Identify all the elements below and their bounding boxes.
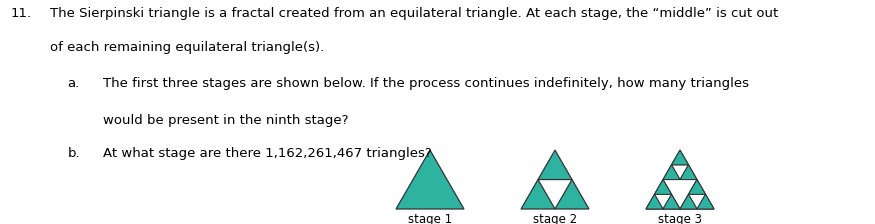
Polygon shape xyxy=(680,194,697,209)
Polygon shape xyxy=(689,194,705,209)
Text: 11.: 11. xyxy=(10,7,31,20)
Polygon shape xyxy=(671,150,689,165)
Polygon shape xyxy=(680,165,697,180)
Polygon shape xyxy=(646,194,663,209)
Polygon shape xyxy=(521,150,589,209)
Polygon shape xyxy=(654,194,671,209)
Text: a.: a. xyxy=(67,77,80,90)
Polygon shape xyxy=(680,180,714,209)
Text: At what stage are there 1,162,261,467 triangles?: At what stage are there 1,162,261,467 tr… xyxy=(103,147,432,160)
Text: stage 2: stage 2 xyxy=(533,213,578,224)
Polygon shape xyxy=(396,150,464,209)
Text: of each remaining equilateral triangle(s).: of each remaining equilateral triangle(s… xyxy=(50,41,324,54)
Text: The Sierpinski triangle is a fractal created from an equilateral triangle. At ea: The Sierpinski triangle is a fractal cre… xyxy=(50,7,778,20)
Polygon shape xyxy=(654,180,671,194)
Text: would be present in the ninth stage?: would be present in the ninth stage? xyxy=(103,114,349,127)
Polygon shape xyxy=(663,180,697,209)
Polygon shape xyxy=(663,150,697,180)
Polygon shape xyxy=(689,180,705,194)
Text: The first three stages are shown below. If the process continues indefinitely, h: The first three stages are shown below. … xyxy=(103,77,749,90)
Text: stage 3: stage 3 xyxy=(658,213,702,224)
Text: stage 1: stage 1 xyxy=(408,213,452,224)
Polygon shape xyxy=(646,180,680,209)
Polygon shape xyxy=(646,150,714,209)
Polygon shape xyxy=(663,165,680,180)
Polygon shape xyxy=(671,165,689,180)
Polygon shape xyxy=(538,180,572,209)
Polygon shape xyxy=(697,194,714,209)
Polygon shape xyxy=(663,194,680,209)
Text: b.: b. xyxy=(67,147,80,160)
